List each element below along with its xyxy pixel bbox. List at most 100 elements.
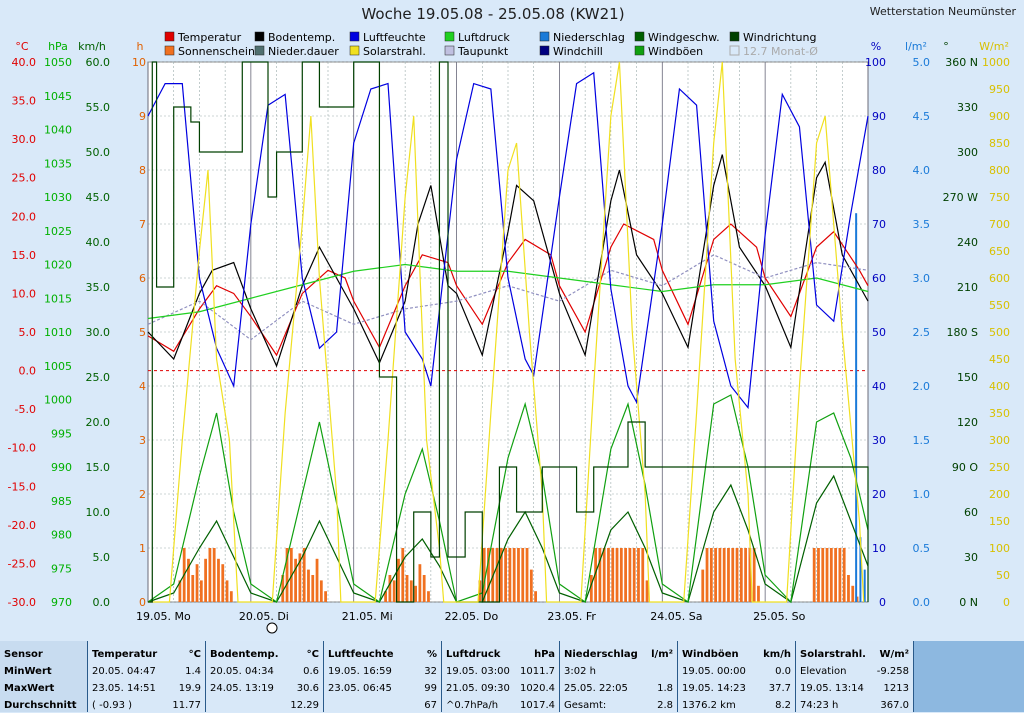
sunshine-bar bbox=[384, 591, 387, 602]
stats-row: 25.05. 22:05 1.8 bbox=[564, 681, 673, 696]
sunshine-bar bbox=[508, 548, 512, 602]
stats-label: 21.05. 09:30 bbox=[446, 683, 510, 694]
legend-label: Niederschlag bbox=[553, 31, 625, 44]
stats-label: 74:23 h bbox=[800, 700, 839, 711]
axis-tick-temp: 5.0 bbox=[19, 326, 37, 339]
sunshine-bar bbox=[409, 580, 413, 602]
sunshine-bar bbox=[739, 548, 743, 602]
axis-tick-pressure: 1035 bbox=[44, 157, 72, 170]
axis-tick-wind: 55.0 bbox=[86, 101, 111, 114]
day-marker-icon bbox=[266, 622, 278, 634]
stats-row: 20.05. 04:47 1.4 bbox=[92, 664, 201, 679]
axis-tick-direction: 30 bbox=[964, 551, 978, 564]
axis-tick-rain: 2.0 bbox=[913, 380, 931, 393]
sunshine-bar bbox=[589, 575, 593, 602]
sunshine-bar bbox=[208, 548, 212, 602]
stats-value: °C bbox=[188, 649, 201, 660]
stats-value: 0.6 bbox=[303, 666, 319, 677]
sunshine-bar bbox=[529, 569, 533, 602]
stats-row: MinWert bbox=[4, 664, 83, 679]
legend-label: Windgeschw. bbox=[648, 31, 720, 44]
sunshine-bar bbox=[229, 591, 233, 602]
axis-tick-humidity: 100 bbox=[865, 56, 886, 69]
axis-tick-hours: 9 bbox=[139, 110, 146, 123]
sunshine-bar bbox=[701, 569, 705, 602]
stats-row: MaxWert bbox=[4, 681, 83, 696]
sunshine-bar bbox=[534, 591, 537, 602]
rain-bar bbox=[863, 569, 866, 602]
legend-label: Temperatur bbox=[177, 31, 242, 44]
chart-title: Woche 19.05.08 - 25.05.08 (KW21) bbox=[361, 5, 625, 23]
sunshine-bar bbox=[834, 548, 837, 602]
sunshine-bar bbox=[718, 548, 722, 602]
legend-swatch bbox=[164, 45, 175, 56]
sunshine-bar bbox=[191, 575, 195, 602]
axis-tick-wind: 40.0 bbox=[86, 236, 111, 249]
sunshine-bar bbox=[731, 548, 735, 602]
sunshine-bar bbox=[504, 548, 507, 602]
axis-tick-wind: 25.0 bbox=[86, 371, 111, 384]
series-line-solarstrahl bbox=[148, 61, 865, 603]
sunshine-bar bbox=[727, 548, 730, 602]
axis-tick-pressure: 985 bbox=[51, 495, 72, 508]
stats-label: Solarstrahl. bbox=[800, 649, 866, 660]
axis-tick-pressure: 995 bbox=[51, 427, 72, 440]
stats-label: Sensor bbox=[4, 649, 43, 660]
axis-tick-direction: 330 bbox=[957, 101, 978, 114]
axis-tick-direction: 90 O bbox=[952, 461, 978, 474]
axis-tick-temp: -15.0 bbox=[8, 480, 36, 493]
axis-tick-humidity: 20 bbox=[872, 488, 886, 501]
stats-value: 8.2 bbox=[775, 700, 791, 711]
sunshine-bar bbox=[217, 558, 220, 602]
stats-row: Elevation -9.258 bbox=[800, 664, 909, 679]
axis-tick-wind: 10.0 bbox=[86, 506, 111, 519]
axis-tick-rain: 0.0 bbox=[913, 596, 931, 609]
sunshine-bar bbox=[294, 558, 297, 602]
stats-label: Niederschlag bbox=[564, 649, 638, 660]
stats-value: 1011.7 bbox=[520, 666, 555, 677]
axis-tick-pressure: 990 bbox=[51, 461, 72, 474]
stats-row: 19.05. 14:23 37.7 bbox=[682, 681, 791, 696]
sunshine-bar bbox=[521, 548, 525, 602]
axis-tick-direction: 360 N bbox=[945, 56, 978, 69]
stats-label: Durchschnitt bbox=[4, 700, 77, 711]
axis-tick-wind: 50.0 bbox=[86, 146, 111, 159]
sunshine-bar bbox=[478, 580, 482, 602]
axis-tick-rain: 0.5 bbox=[913, 542, 931, 555]
stats-row: 19.05. 03:00 1011.7 bbox=[446, 664, 555, 679]
stats-value: 1.8 bbox=[657, 683, 673, 694]
stats-label: 19.05. 14:23 bbox=[682, 683, 746, 694]
axis-tick-humidity: 30 bbox=[872, 434, 886, 447]
stats-value: 11.77 bbox=[172, 700, 201, 711]
axis-tick-hours: 10 bbox=[132, 56, 146, 69]
legend-label: Luftfeuchte bbox=[363, 31, 426, 44]
axis-tick-direction: 150 bbox=[957, 371, 978, 384]
stats-value: °C bbox=[306, 649, 319, 660]
legend-swatch bbox=[254, 31, 265, 42]
stats-row: 20.05. 04:34 0.6 bbox=[210, 664, 319, 679]
axis-tick-wind: 45.0 bbox=[86, 191, 111, 204]
axis-tick-solar: 0 bbox=[1003, 596, 1010, 609]
axis-tick-wind: 20.0 bbox=[86, 416, 111, 429]
axis-tick-pressure: 1040 bbox=[44, 124, 72, 137]
sunshine-bar bbox=[281, 575, 285, 602]
legend-label: Luftdruck bbox=[458, 31, 510, 44]
sunshine-bar bbox=[422, 575, 426, 602]
sunshine-bar bbox=[418, 564, 422, 602]
sunshine-bar bbox=[495, 548, 499, 602]
stats-table: Sensor MinWert MaxWert Durchschnitt Temperat… bbox=[0, 641, 1024, 712]
stats-label: Luftdruck bbox=[446, 649, 501, 660]
series-line-bodentemp bbox=[147, 154, 869, 368]
sunshine-bar bbox=[829, 548, 833, 602]
stats-label: Windböen bbox=[682, 649, 739, 660]
axis-tick-solar: 800 bbox=[989, 164, 1010, 177]
axis-tick-wind: 60.0 bbox=[86, 56, 111, 69]
sunshine-bar bbox=[388, 575, 392, 602]
axis-tick-pressure: 1030 bbox=[44, 191, 72, 204]
stats-value: 367.0 bbox=[880, 700, 909, 711]
stats-value: 0.0 bbox=[775, 666, 791, 677]
legend-swatch bbox=[254, 45, 265, 56]
axis-tick-direction: 240 bbox=[957, 236, 978, 249]
axis-tick-pressure: 975 bbox=[51, 562, 72, 575]
stats-row: 19.05. 00:00 0.0 bbox=[682, 664, 791, 679]
